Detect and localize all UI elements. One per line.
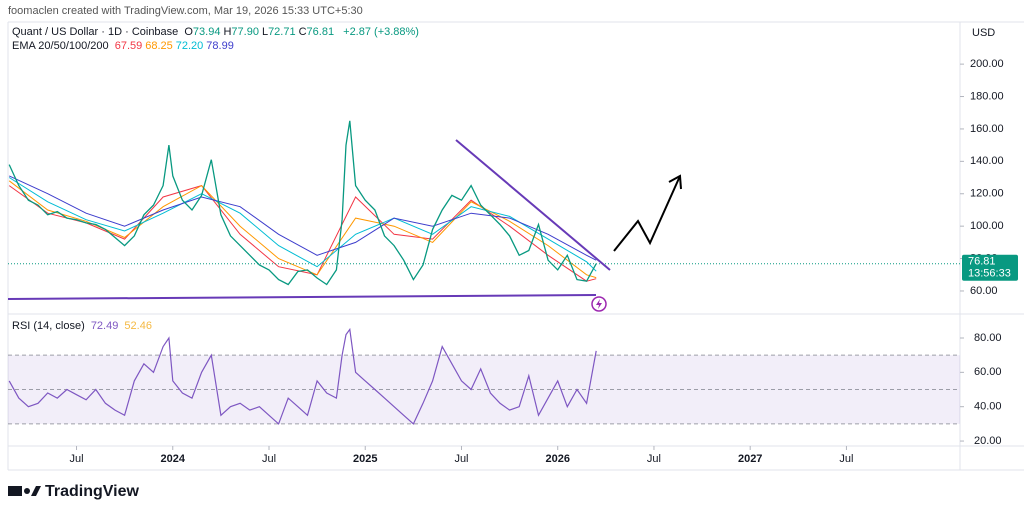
x-tick-label: Jul [454, 453, 468, 465]
y-tick-label: 80.00 [974, 332, 1002, 344]
ohlc-label: O [184, 26, 193, 38]
price-label: 76.81 [968, 256, 996, 268]
rsi-value: 72.49 [90, 320, 119, 332]
y-tick-label: 160.00 [970, 123, 1004, 135]
ema-line [8, 177, 597, 272]
signal-value: 52.46 [124, 320, 152, 332]
x-tick-label: Jul [69, 453, 83, 465]
axis-unit: USD [972, 27, 995, 39]
indicator-value: 68.25 [145, 40, 173, 52]
ohlc-label: C [298, 26, 307, 38]
trend-line [455, 139, 611, 271]
rsi-pane: 20.00 40.00 60.00 80.00 Jul 2024 Jul 2025 Jul 202… [8, 327, 1002, 465]
ema-line [8, 175, 597, 261]
ema-legend: EMA 20/50/100/200 67.59 68.25 72.20 78.99 [12, 40, 240, 52]
x-tick-label: 2025 [353, 453, 377, 465]
x-tick-label: Jul [262, 453, 276, 465]
price-label-box [962, 254, 1018, 281]
change: +2.87 (+3.88%) [343, 26, 419, 38]
x-tick-label: 2027 [738, 453, 762, 465]
y-tick-label: 100.00 [970, 220, 1004, 232]
ohlc-value: 73.94 [192, 26, 221, 38]
indicator-value: 72.20 [175, 40, 204, 52]
support-line [7, 294, 597, 300]
arrow-head [668, 174, 682, 190]
ohlc-label: L [261, 26, 269, 38]
ohlc-value: 76.81 [306, 26, 335, 38]
x-tick-label: Jul [647, 453, 661, 465]
y-tick-label: 120.00 [970, 188, 1004, 200]
y-tick-label: 40.00 [974, 401, 1002, 413]
y-tick-label: 180.00 [970, 90, 1004, 102]
rsi-line [8, 327, 597, 425]
y-tick-label: 200.00 [970, 58, 1004, 70]
logo-mark [31, 486, 41, 496]
x-tick-label: Jul [839, 453, 853, 465]
symbol: Quant / US Dollar · 1D · Coinbase [12, 26, 179, 38]
price-legend: Quant / US Dollar · 1D · Coinbase O73.94… [12, 26, 422, 38]
logo-text: TradingView [45, 483, 140, 500]
y-tick-label: 140.00 [970, 155, 1004, 167]
countdown: 13:56:33 [968, 268, 1011, 280]
indicator-label: EMA 20/50/100/200 [12, 40, 109, 52]
price-line [8, 120, 597, 286]
ema-line [8, 180, 597, 279]
event-icon-bolt [596, 299, 602, 309]
y-tick-label: 60.00 [970, 285, 998, 297]
x-tick-label: 2026 [545, 453, 569, 465]
indicator-value: 78.99 [206, 40, 234, 52]
logo-mark [8, 486, 22, 496]
projection-arrow [613, 175, 681, 252]
logo-mark [24, 488, 30, 494]
x-tick-label: 2024 [161, 453, 186, 465]
y-tick-label: 60.00 [974, 366, 1002, 378]
header: foomaclen created with TradingView.com, … [8, 5, 363, 17]
ohlc: O73.94 H77.90 L72.71 C76.81 [184, 26, 337, 38]
ohlc-value: 72.71 [268, 26, 296, 38]
indicator-values: 67.59 68.25 72.20 78.99 [115, 40, 237, 52]
y-tick-label: 20.00 [974, 435, 1002, 447]
price-pane: 60.0080.00100.00120.00140.00160.00180.00… [8, 58, 1018, 297]
rsi-legend: RSI (14, close) 72.49 52.46 [12, 320, 155, 332]
ohlc-label: H [223, 26, 232, 38]
indicator-value: 67.59 [114, 40, 143, 52]
ohlc-value: 77.90 [231, 26, 259, 38]
indicator-label: RSI (14, close) [12, 320, 85, 332]
